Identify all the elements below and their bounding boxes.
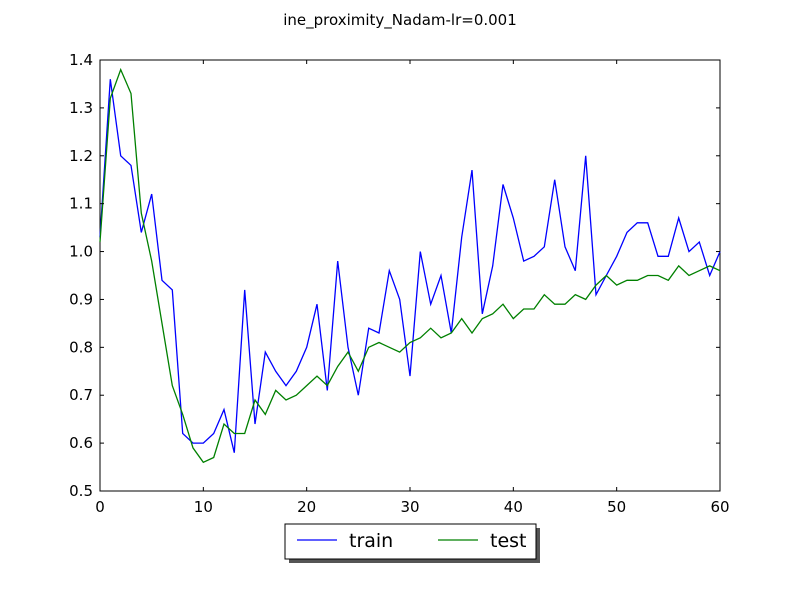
x-tick-label: 30 (400, 498, 419, 516)
y-tick-label: 0.5 (69, 482, 93, 500)
x-tick-label: 50 (607, 498, 626, 516)
series-layer (99, 67, 721, 464)
y-tick-label: 1.1 (69, 195, 93, 213)
y-tick-label: 0.9 (69, 290, 93, 308)
legend-label-train: train (349, 530, 393, 552)
y-tick-label: 0.6 (69, 434, 93, 452)
x-tick-label: 20 (297, 498, 316, 516)
y-tick-label: 1.4 (69, 51, 93, 69)
x-tick-label: 0 (95, 498, 105, 516)
series-line-train (99, 79, 721, 453)
plot-area: 0 10 20 30 40 50 60 0.5 0.6 0.7 0.8 0.9 1.0 1.1 1.2 1.3… (69, 51, 729, 516)
plot-frame (99, 59, 721, 492)
x-tick-label: 60 (710, 498, 729, 516)
chart-title: ine_proximity_Nadam-lr=0.001 (283, 11, 517, 30)
legend: train test (284, 523, 540, 563)
y-tick-label: 1.2 (69, 147, 93, 165)
y-tick-label: 0.8 (69, 338, 93, 356)
legend-label-test: test (490, 530, 527, 552)
x-tick-label: 10 (194, 498, 213, 516)
legend-box (284, 523, 537, 560)
x-tick-label: 40 (504, 498, 523, 516)
series-line-test (99, 67, 721, 464)
ticks-layer: 0 10 20 30 40 50 60 0.5 0.6 0.7 0.8 0.9 1.0 1.1 1.2 1.3… (69, 51, 729, 516)
y-tick-label: 1.3 (69, 99, 93, 117)
y-tick-label: 0.7 (69, 386, 93, 404)
y-tick-label: 1.0 (69, 243, 93, 261)
